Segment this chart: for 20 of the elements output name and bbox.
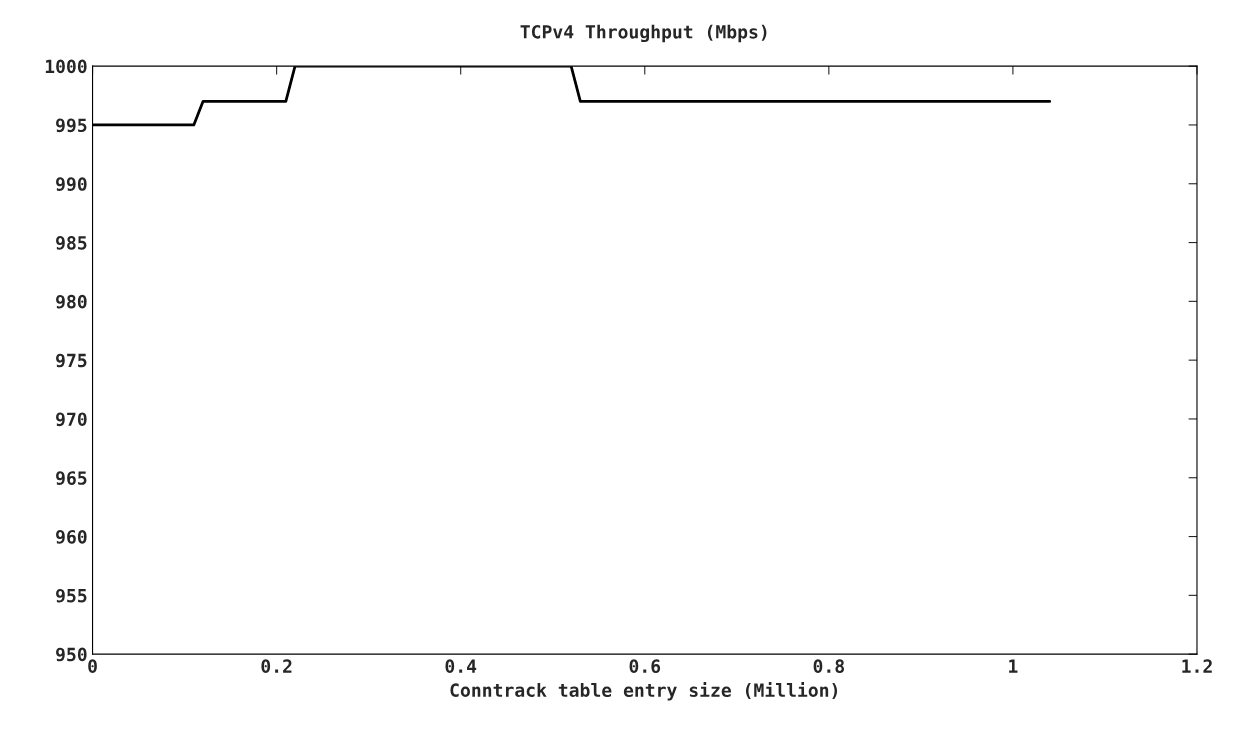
y-tick-label: 955 xyxy=(56,588,87,603)
x-tick-label: 1.2 xyxy=(1182,659,1212,673)
x-tick-label: 0.2 xyxy=(261,659,292,673)
chart-title: TCPv4 Throughput (Mbps) xyxy=(520,24,767,43)
x-tick-label: 0.8 xyxy=(813,659,845,673)
y-tick-label: 995 xyxy=(56,118,87,133)
x-axis-title: Conntrack table entry size (Million) xyxy=(450,682,838,701)
x-tick-label: 0.6 xyxy=(629,659,661,673)
y-tick-label: 965 xyxy=(56,471,87,485)
y-tick-label: 960 xyxy=(56,530,87,544)
y-tick-label: 950 xyxy=(56,647,87,662)
x-tick-label: 1 xyxy=(1009,659,1018,673)
y-tick-label: 1000 xyxy=(45,59,87,74)
x-tick-label: 0 xyxy=(88,659,97,673)
y-tick-label: 980 xyxy=(56,294,87,309)
y-tick-label: 985 xyxy=(56,236,87,250)
y-tick-label: 975 xyxy=(56,353,87,368)
x-tick-label: 0.4 xyxy=(445,659,477,673)
y-tick-label: 970 xyxy=(56,412,87,427)
y-tick-label: 990 xyxy=(56,177,87,191)
